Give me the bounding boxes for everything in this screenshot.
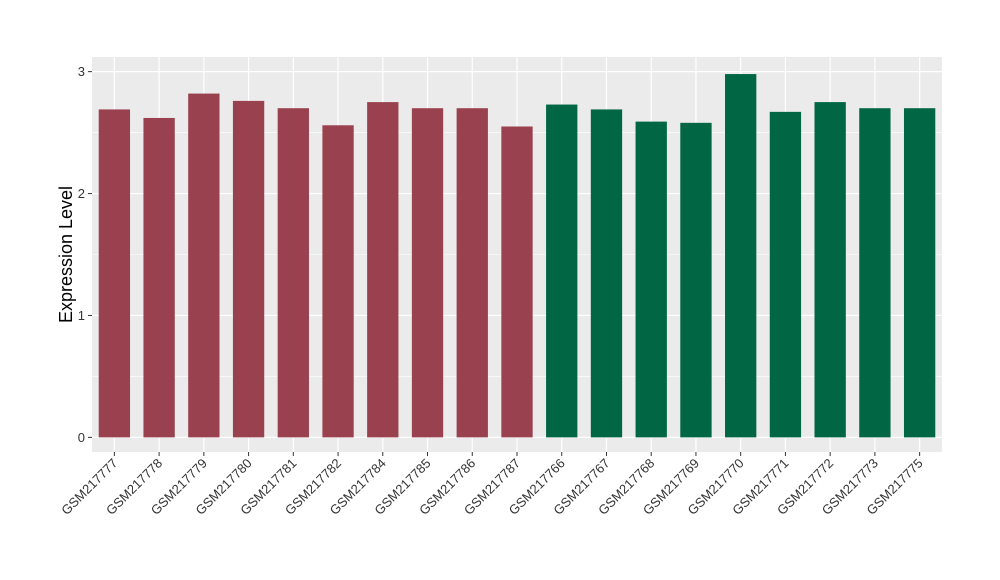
bar-gsm217767 xyxy=(590,109,623,438)
bar-gsm217787 xyxy=(501,126,533,438)
bar-gsm217773 xyxy=(859,108,891,438)
y-axis-title: Expression Level xyxy=(56,186,76,323)
x-axis: GSM217777GSM217778GSM217779GSM217780GSM2… xyxy=(58,452,926,518)
bar-gsm217775 xyxy=(903,108,936,438)
bar-gsm217780 xyxy=(232,100,265,438)
bar-gsm217770 xyxy=(725,74,757,438)
y-axis: 0 1 2 3 xyxy=(78,64,92,445)
bar-gsm217784 xyxy=(367,102,399,438)
bar-gsm217785 xyxy=(411,108,444,438)
y-tick-label: 3 xyxy=(78,64,85,79)
bar-gsm217786 xyxy=(456,108,488,438)
bar-gsm217782 xyxy=(322,125,354,438)
bar-gsm217779 xyxy=(188,93,220,438)
y-tick-label: 2 xyxy=(78,186,85,201)
bar-gsm217771 xyxy=(769,111,802,438)
bar-gsm217781 xyxy=(277,108,309,438)
bar-gsm217768 xyxy=(635,121,667,438)
bar-gsm217772 xyxy=(814,102,846,438)
bar-gsm217777 xyxy=(98,109,131,438)
bars xyxy=(98,74,936,438)
bar-gsm217766 xyxy=(546,104,578,438)
y-tick-label: 1 xyxy=(78,308,85,323)
y-tick-label: 0 xyxy=(78,430,85,445)
bar-gsm217778 xyxy=(143,117,175,438)
bar-gsm217769 xyxy=(680,122,712,438)
